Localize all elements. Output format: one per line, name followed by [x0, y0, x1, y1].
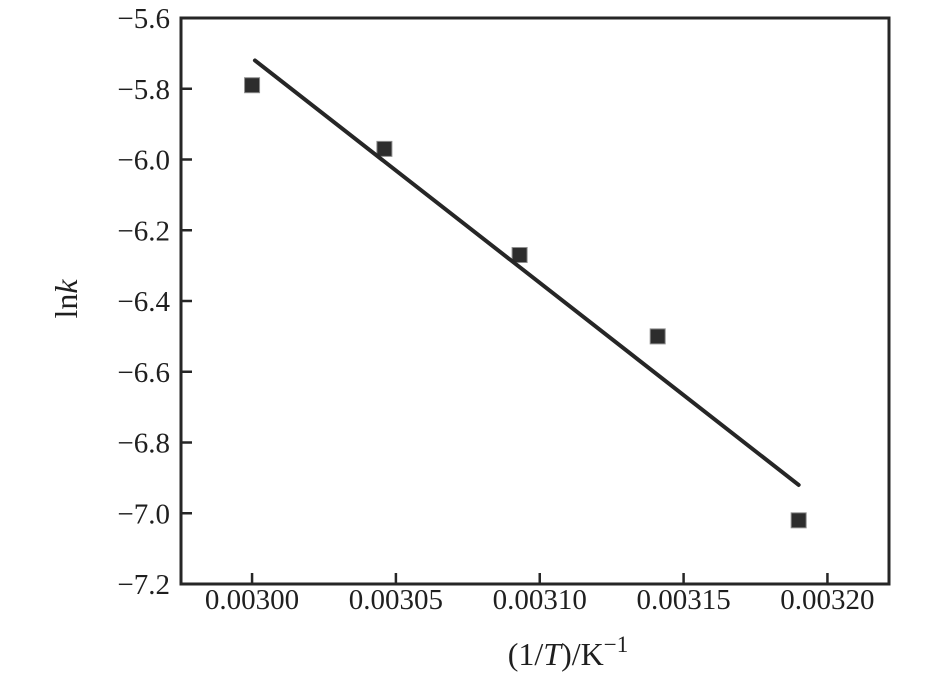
plot-frame [179, 16, 891, 586]
x-axis-title-part1: (1/ [508, 636, 544, 672]
data-point-marker [511, 247, 528, 264]
x-tick-label: 0.00300 [205, 584, 299, 616]
y-axis-title-prefix: ln [48, 294, 84, 319]
y-tick-label: −6.4 [117, 286, 170, 318]
y-tick-label: −7.2 [117, 569, 170, 601]
x-tick-label: 0.00315 [636, 584, 730, 616]
y-axis-title: lnk [48, 279, 84, 319]
x-tick-label: 0.00320 [780, 584, 874, 616]
y-axis-title-variable: k [48, 279, 84, 294]
x-axis-title-part2: )/K [561, 636, 604, 672]
y-tick-label: −6.2 [117, 215, 170, 247]
x-axis-title-superscript: −1 [604, 632, 628, 657]
x-tick-label: 0.00305 [349, 584, 443, 616]
data-point-marker [649, 328, 666, 345]
data-point-marker [790, 512, 807, 529]
y-tick-label: −5.8 [117, 74, 170, 106]
x-tick-label: 0.00310 [493, 584, 587, 616]
data-point-marker [244, 77, 261, 94]
y-tick-label: −6.6 [117, 357, 170, 389]
y-tick-label: −7.0 [117, 498, 170, 530]
data-point-marker [376, 140, 393, 157]
y-tick-label: −5.6 [117, 3, 170, 35]
x-axis-title: (1/T)/K−1 [508, 632, 628, 672]
y-tick-label: −6.8 [117, 428, 170, 460]
fit-line [252, 58, 801, 487]
y-tick-label: −6.0 [117, 145, 170, 177]
x-axis-title-variable: T [543, 636, 563, 672]
